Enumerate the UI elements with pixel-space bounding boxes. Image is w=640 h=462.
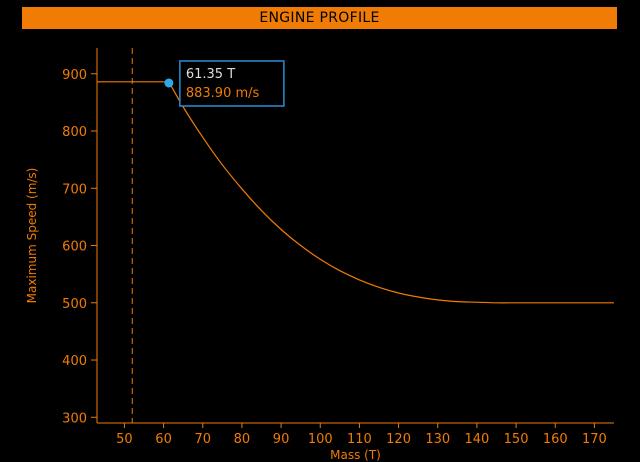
tooltip: 61.35 T 883.90 m/s — [179, 60, 285, 107]
x-tick-label: 60 — [155, 432, 172, 447]
x-axis-title: Mass (T) — [330, 448, 381, 462]
tooltip-speed: 883.90 m/s — [186, 86, 260, 101]
y-tick-label: 900 — [62, 68, 87, 83]
highlight-point[interactable] — [164, 78, 174, 88]
x-tick-label: 120 — [386, 432, 411, 447]
y-tick-label: 600 — [62, 240, 87, 255]
x-tick-label: 150 — [504, 432, 529, 447]
x-tick-label: 50 — [116, 432, 133, 447]
x-tick-label: 110 — [347, 432, 372, 447]
chart-title: ENGINE PROFILE — [259, 10, 380, 26]
x-tick-label: 90 — [273, 432, 290, 447]
x-axis-ticks: 50 60 70 80 90 100 110 120 130 140 150 160 170 — [116, 423, 607, 447]
y-tick-label: 800 — [62, 125, 87, 140]
y-tick-label: 500 — [62, 297, 87, 312]
tooltip-mass: 61.35 T — [186, 67, 235, 82]
x-tick-label: 160 — [543, 432, 568, 447]
x-tick-label: 70 — [194, 432, 211, 447]
x-tick-label: 140 — [465, 432, 490, 447]
x-tick-label: 80 — [234, 432, 251, 447]
y-tick-label: 300 — [62, 411, 87, 426]
axes — [96, 48, 614, 424]
y-axis-ticks: 300 400 500 600 700 800 900 — [62, 68, 97, 426]
chart-title-bar: ENGINE PROFILE — [22, 7, 617, 29]
x-tick-label: 130 — [425, 432, 450, 447]
y-axis-title: Maximum Speed (m/s) — [25, 168, 39, 304]
speed-curve — [97, 81, 614, 304]
x-tick-label: 100 — [308, 432, 333, 447]
tooltip-box — [179, 60, 285, 107]
y-tick-label: 700 — [62, 182, 87, 197]
x-tick-label: 170 — [582, 432, 607, 447]
y-tick-label: 400 — [62, 354, 87, 369]
